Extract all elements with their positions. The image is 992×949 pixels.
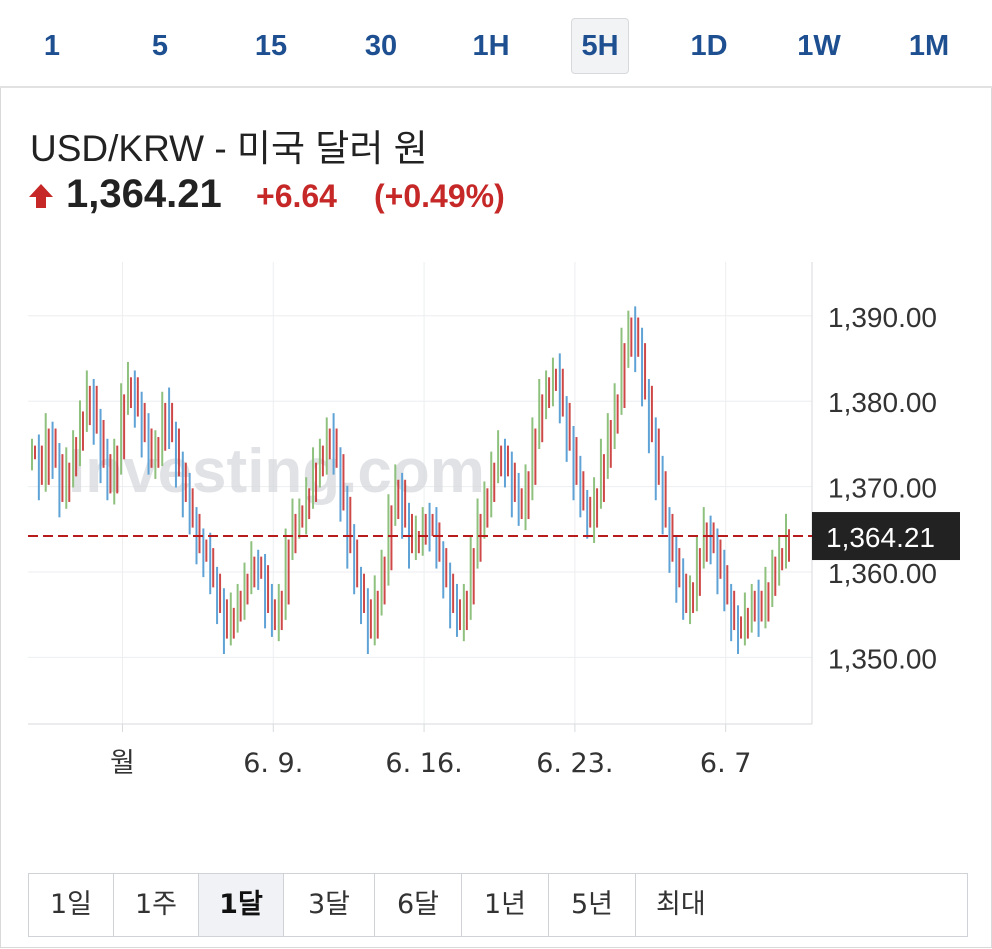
interval-5h[interactable]: 5H [571, 18, 629, 74]
range-3-month[interactable]: 3달 [284, 874, 375, 936]
instrument-title: USD/KRW - 미국 달러 원 [30, 128, 428, 169]
current-price: 1,364.21 [66, 172, 222, 216]
range-5-year[interactable]: 5년 [549, 874, 636, 936]
interval-15[interactable]: 15 [254, 30, 288, 62]
y-tick-label: 1,350.00 [828, 643, 937, 674]
y-axis: 1,390.00 1,380.00 1,370.00 1,360.00 1,350.00 [828, 302, 937, 675]
range-1-day[interactable]: 1일 [29, 874, 114, 936]
chart-bars [31, 306, 790, 654]
x-tick-label: 6. 7 [700, 748, 752, 779]
range-1-year[interactable]: 1년 [462, 874, 549, 936]
range-selector: 1일 1주 1달 3달 6달 1년 5년 최대 [28, 873, 968, 937]
y-tick-label: 1,380.00 [828, 387, 937, 418]
range-1-week[interactable]: 1주 [114, 874, 199, 936]
x-axis: 월 6. 9. 6. 16. 6. 23. 6. 7 [110, 724, 751, 779]
interval-1h[interactable]: 1H [472, 30, 510, 62]
interval-5[interactable]: 5 [151, 30, 169, 62]
current-price-badge [812, 512, 960, 561]
price-change: +6.64 [256, 178, 337, 214]
range-1-month[interactable]: 1달 [199, 874, 284, 936]
range-6-month[interactable]: 6달 [375, 874, 462, 936]
interval-1w[interactable]: 1W [797, 30, 841, 62]
current-price-badge-label: 1,364.21 [826, 522, 935, 553]
price-chart[interactable]: Investing.com 1,390.001,380.001,370.001,… [0, 240, 992, 800]
interval-30[interactable]: 30 [364, 30, 398, 62]
range-max[interactable]: 최대 [656, 889, 706, 920]
x-tick-label: 6. 23. [536, 748, 613, 779]
interval-selector: 1 5 15 30 1H 5H 1D 1W 1M [0, 0, 992, 88]
current-price-tag: 1,364.21 [28, 512, 960, 561]
x-tick-label: 6. 16. [385, 748, 462, 779]
x-tick-label: 6. 9. [243, 748, 303, 779]
y-tick-label: 1,390.00 [828, 302, 937, 333]
y-tick-label: 1,360.00 [828, 558, 937, 589]
x-tick-label: 월 [110, 748, 135, 779]
interval-1m[interactable]: 1M [908, 30, 950, 62]
interval-1d[interactable]: 1D [690, 30, 728, 62]
watermark: Investing.com [68, 437, 485, 506]
price-change-percent: (+0.49%) [374, 178, 505, 214]
up-arrow-icon [29, 184, 53, 208]
chart-grid [28, 262, 813, 725]
y-tick-label: 1,370.00 [828, 473, 937, 504]
interval-1[interactable]: 1 [43, 30, 61, 62]
